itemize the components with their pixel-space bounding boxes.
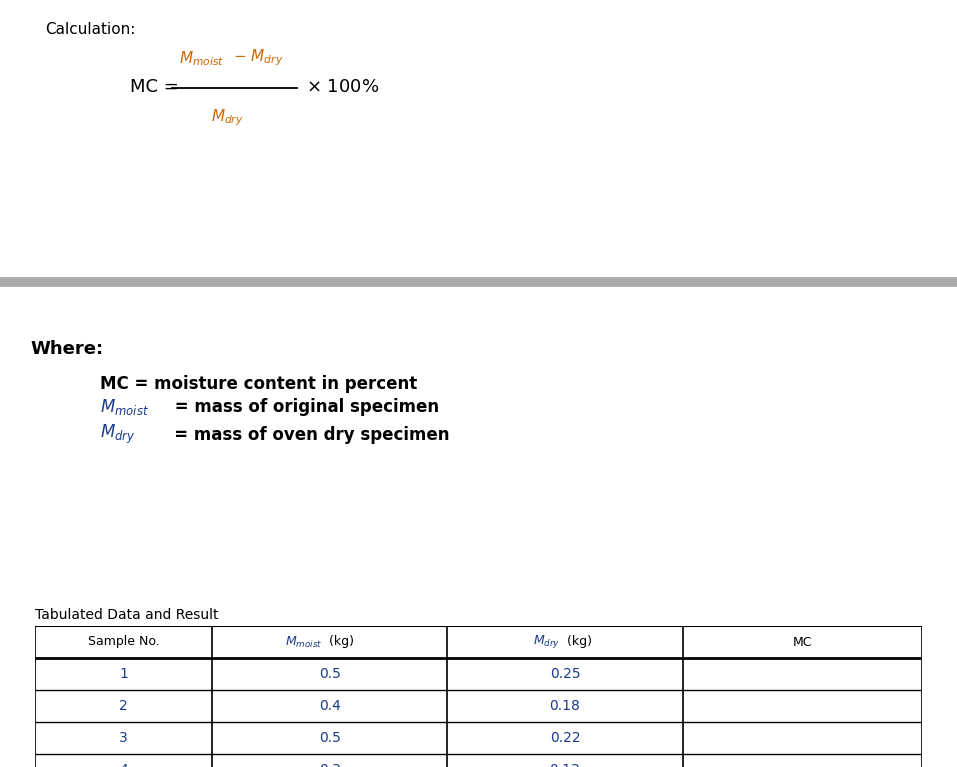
Text: 0.4: 0.4: [319, 699, 341, 713]
Text: 0.13: 0.13: [549, 763, 580, 767]
Text: $M_{dry}$: $M_{dry}$: [100, 423, 136, 446]
Text: 0.18: 0.18: [549, 699, 580, 713]
Text: Sample No.: Sample No.: [88, 636, 160, 649]
Text: = mass of oven dry specimen: = mass of oven dry specimen: [157, 426, 450, 444]
Text: MC: MC: [792, 636, 812, 649]
Text: 4: 4: [120, 763, 128, 767]
Text: (kg): (kg): [325, 636, 354, 649]
Text: $M_{dry}$: $M_{dry}$: [211, 108, 244, 129]
Text: Tabulated Data and Result: Tabulated Data and Result: [35, 608, 218, 622]
Text: $M_{moist}$: $M_{moist}$: [179, 49, 224, 68]
Text: 2: 2: [120, 699, 128, 713]
Text: 0.3: 0.3: [319, 763, 341, 767]
Text: 0.22: 0.22: [549, 731, 580, 745]
Text: MC = moisture content in percent: MC = moisture content in percent: [100, 375, 417, 393]
Text: (kg): (kg): [563, 636, 592, 649]
Text: $\times$ 100%: $\times$ 100%: [305, 78, 379, 97]
Text: = mass of original specimen: = mass of original specimen: [168, 398, 439, 416]
Text: 0.25: 0.25: [549, 667, 580, 681]
Text: $-\ M_{dry}$: $-\ M_{dry}$: [233, 48, 283, 68]
Text: $M_{moist}$: $M_{moist}$: [284, 634, 322, 650]
Text: 0.5: 0.5: [319, 667, 341, 681]
Text: Calculation:: Calculation:: [45, 22, 135, 37]
Text: 0.5: 0.5: [319, 731, 341, 745]
Text: 1: 1: [120, 667, 128, 681]
Text: MC =: MC =: [130, 78, 179, 97]
Text: Where:: Where:: [30, 340, 103, 358]
Text: $M_{dry}$: $M_{dry}$: [533, 634, 560, 650]
Text: $M_{moist}$: $M_{moist}$: [100, 397, 149, 416]
Text: 3: 3: [120, 731, 128, 745]
